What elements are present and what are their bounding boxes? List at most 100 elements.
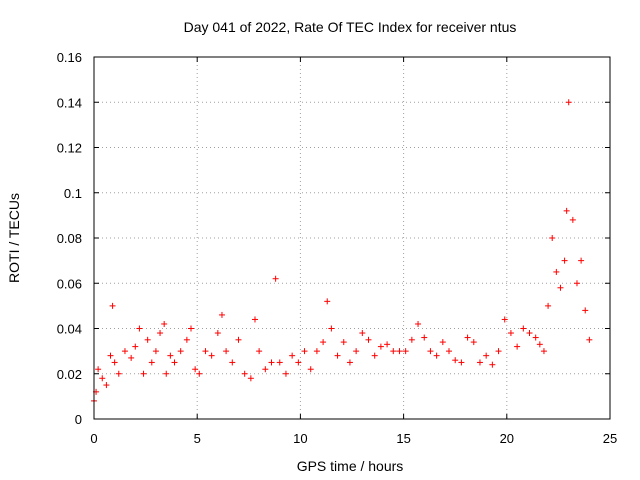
- data-point: [540, 348, 547, 355]
- x-axis-label: GPS time / hours: [297, 458, 404, 474]
- data-point: [483, 352, 490, 359]
- y-tick-label: 0.1: [64, 186, 82, 201]
- y-tick-label: 0.08: [57, 231, 82, 246]
- data-point: [536, 341, 543, 348]
- data-point: [95, 366, 102, 373]
- data-point: [148, 359, 155, 366]
- data-point: [167, 352, 174, 359]
- data-point: [324, 298, 331, 305]
- data-point: [229, 359, 236, 366]
- data-point: [177, 348, 184, 355]
- data-point: [553, 268, 560, 275]
- data-point: [196, 370, 203, 377]
- data-point: [214, 330, 221, 337]
- data-point: [218, 311, 225, 318]
- data-point: [183, 336, 190, 343]
- data-point: [328, 325, 335, 332]
- data-point: [549, 235, 556, 241]
- data-point: [532, 334, 539, 341]
- data-point: [157, 330, 164, 337]
- data-point: [161, 320, 168, 327]
- data-point: [115, 370, 122, 377]
- data-point: [402, 348, 409, 355]
- data-point: [152, 348, 159, 355]
- data-point: [470, 339, 477, 346]
- data-point: [557, 284, 564, 291]
- data-point: [111, 359, 118, 366]
- data-point: [377, 343, 384, 350]
- data-point: [208, 352, 215, 359]
- axis-ticks: 0 5 10 15 20 25 0 0.02 0.04 0.06 0.08 0.1 0.12 0.14 0.…: [57, 50, 618, 446]
- data-point: [501, 316, 508, 323]
- y-tick-label: 0.06: [57, 276, 82, 291]
- data-point: [103, 382, 110, 389]
- data-point: [289, 352, 296, 359]
- plot-frame: [93, 56, 611, 420]
- data-point: [223, 348, 230, 355]
- data-point: [272, 275, 279, 282]
- data-point: [295, 359, 302, 366]
- data-point: [396, 348, 403, 355]
- data-point: [247, 375, 254, 382]
- y-tick-label: 0.02: [57, 367, 82, 382]
- data-point: [235, 336, 242, 343]
- data-point: [427, 348, 434, 355]
- y-tick-label: 0.16: [57, 50, 82, 65]
- data-point: [495, 348, 502, 355]
- data-point: [415, 320, 422, 327]
- grid-lines: [94, 57, 610, 419]
- data-point: [545, 302, 552, 309]
- data-point: [582, 307, 589, 314]
- x-tick-label: 25: [603, 431, 617, 446]
- data-point: [99, 375, 106, 382]
- data-point: [256, 348, 263, 355]
- x-tick-label: 15: [396, 431, 410, 446]
- y-tick-label: 0: [75, 412, 82, 427]
- y-axis-label: ROTI / TECUs: [6, 193, 22, 283]
- data-point: [359, 330, 366, 337]
- data-point: [446, 348, 453, 355]
- data-point: [365, 336, 372, 343]
- data-point: [144, 336, 151, 343]
- data-point: [526, 330, 533, 337]
- x-tick-label: 0: [90, 431, 97, 446]
- data-point: [452, 357, 459, 364]
- data-point: [507, 330, 514, 337]
- data-point: [171, 359, 178, 366]
- y-tick-label: 0.12: [57, 141, 82, 156]
- data-point: [408, 336, 415, 343]
- data-point: [489, 361, 496, 368]
- data-point: [109, 302, 116, 309]
- data-point: [313, 348, 320, 355]
- data-point: [476, 359, 483, 366]
- data-point: [464, 334, 471, 341]
- data-point: [202, 348, 209, 355]
- data-point: [439, 339, 446, 346]
- y-tick-label: 0.14: [57, 95, 82, 110]
- data-point: [433, 352, 440, 359]
- data-point: [384, 341, 391, 348]
- data-point: [563, 207, 570, 214]
- data-point: [421, 334, 428, 341]
- data-point: [140, 370, 147, 377]
- data-point: [346, 359, 353, 366]
- data-point: [573, 280, 580, 287]
- data-point: [320, 339, 327, 346]
- data-point: [561, 257, 568, 264]
- data-point: [307, 366, 314, 373]
- data-point: [251, 316, 258, 323]
- data-point: [514, 343, 521, 350]
- data-point: [578, 257, 585, 264]
- data-point: [107, 352, 114, 359]
- data-point: [520, 325, 527, 332]
- chart-title: Day 041 of 2022, Rate Of TEC Index for r…: [184, 19, 517, 35]
- data-point: [334, 352, 341, 359]
- data-point: [340, 339, 347, 346]
- x-tick-label: 20: [500, 431, 514, 446]
- data-point: [128, 354, 135, 361]
- data-point: [353, 348, 360, 355]
- data-point: [268, 359, 275, 366]
- data-point: [458, 359, 465, 366]
- data-point: [241, 370, 248, 377]
